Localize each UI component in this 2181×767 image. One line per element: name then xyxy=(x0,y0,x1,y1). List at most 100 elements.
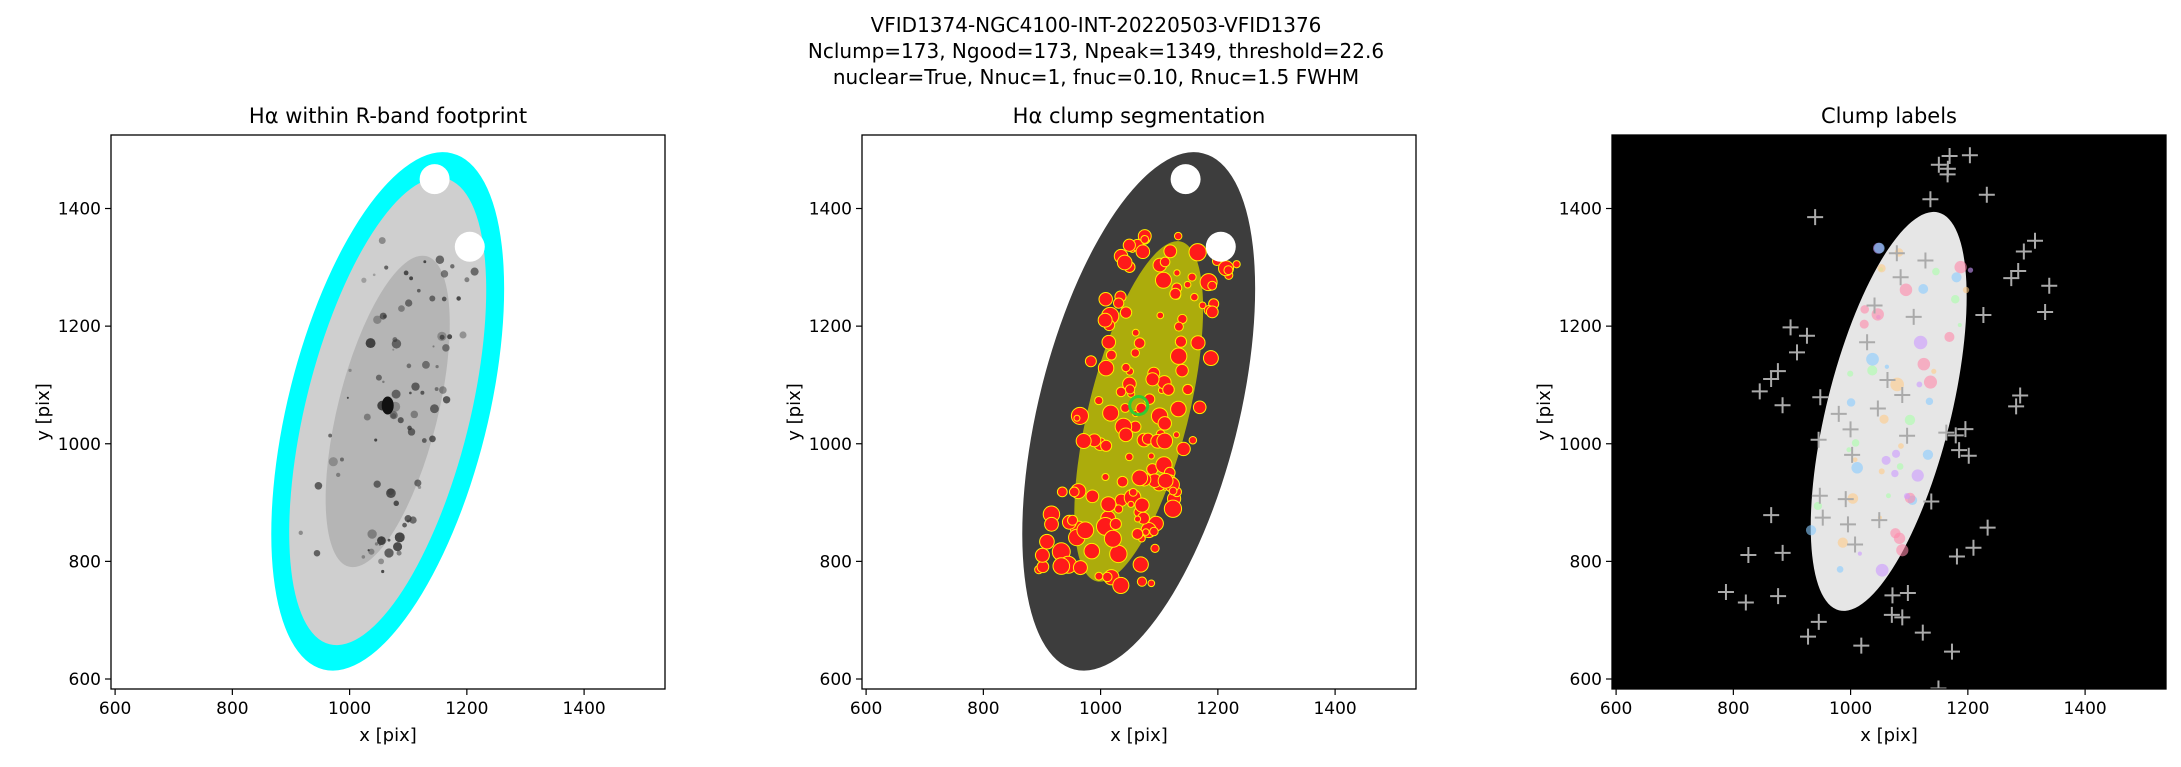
clump xyxy=(1147,452,1155,460)
label-blob xyxy=(1954,260,1967,274)
hii-region xyxy=(459,331,467,339)
clump xyxy=(1131,328,1140,337)
label-blob xyxy=(1857,551,1862,556)
label-blob xyxy=(1860,305,1870,314)
peak-marker xyxy=(1859,334,1876,351)
peak-marker xyxy=(1830,405,1847,422)
x-axis-label: x [pix] xyxy=(1110,725,1168,746)
peak-marker xyxy=(1879,371,1896,388)
peak-marker xyxy=(1812,389,1829,406)
hii-region xyxy=(411,382,420,391)
clump xyxy=(1198,301,1207,310)
peak-marker xyxy=(2037,303,2054,320)
hii-region xyxy=(450,264,455,269)
hii-region xyxy=(394,532,405,543)
x-tick-label: 800 xyxy=(1717,699,1749,719)
hii-region xyxy=(373,480,381,488)
hii-region xyxy=(348,368,352,372)
y-tick-label: 1000 xyxy=(809,435,852,455)
hii-region xyxy=(439,386,447,394)
clump xyxy=(1207,280,1218,291)
peak-marker xyxy=(1951,442,1968,459)
hii-region xyxy=(441,296,447,302)
x-tick-label: 600 xyxy=(1600,699,1632,719)
clump xyxy=(1103,529,1122,548)
peak-marker xyxy=(1894,386,1911,403)
clump xyxy=(1098,291,1113,307)
label-blob xyxy=(1891,449,1901,458)
peak-marker xyxy=(1961,147,1978,164)
peak-marker xyxy=(1789,344,1805,361)
clump xyxy=(1116,475,1129,488)
hii-region xyxy=(386,488,396,499)
y-tick-label: 1200 xyxy=(1559,317,1602,337)
axes-frame xyxy=(861,134,1417,690)
label-blob xyxy=(1866,352,1879,366)
clump xyxy=(1073,414,1081,422)
image-area xyxy=(1612,135,2166,689)
label-blob xyxy=(1967,267,1974,273)
label-blob xyxy=(1903,493,1911,500)
y-tick-label: 800 xyxy=(69,552,101,572)
label-blob xyxy=(1951,294,1960,304)
hii-region xyxy=(414,479,422,487)
peak-marker xyxy=(1923,493,1940,510)
peak-marker xyxy=(1939,166,1956,183)
hii-region xyxy=(434,387,439,391)
clump xyxy=(1102,404,1120,422)
clump xyxy=(1173,321,1184,332)
clump xyxy=(1070,406,1089,425)
label-blob xyxy=(1877,264,1886,273)
hii-region xyxy=(403,270,409,276)
x-tick-label: 1200 xyxy=(1196,699,1239,719)
clump xyxy=(1097,312,1113,328)
image-area xyxy=(271,152,505,671)
label-blob xyxy=(1962,286,1970,294)
hii-region xyxy=(367,529,377,539)
label-blob xyxy=(1874,242,1885,254)
label-blob xyxy=(1896,544,1909,557)
hii-region xyxy=(396,550,402,556)
label-blob xyxy=(1846,398,1856,407)
label-blob xyxy=(1852,457,1858,463)
peak-marker xyxy=(1869,400,1886,417)
hii-region xyxy=(393,500,399,507)
hii-region xyxy=(423,260,427,264)
hii-region xyxy=(407,428,416,436)
peak-marker xyxy=(1810,613,1827,630)
peak-marker xyxy=(1811,487,1828,504)
clump xyxy=(1168,486,1178,496)
axes-frame xyxy=(1611,134,2167,690)
hii-region xyxy=(404,515,412,523)
clump xyxy=(1094,571,1104,581)
label-blob xyxy=(1931,368,1937,374)
peak-marker xyxy=(1957,421,1974,438)
peak-marker xyxy=(1770,588,1787,605)
hii-region xyxy=(381,569,385,574)
y-tick-label: 1400 xyxy=(809,200,852,220)
clump xyxy=(1102,571,1113,583)
label-blob xyxy=(1885,493,1891,499)
hii-region xyxy=(409,276,414,281)
labels xyxy=(1810,211,1967,611)
suptitle: VFID1374-NGC4100-INT-20220503-VFID1376 xyxy=(871,13,1322,37)
hii-region xyxy=(398,305,405,312)
clump xyxy=(1131,528,1144,540)
peak-marker xyxy=(1883,606,1900,623)
clump xyxy=(1140,235,1150,244)
x-tick-label: 1200 xyxy=(1946,699,1989,719)
clump xyxy=(1094,395,1104,406)
hii-region xyxy=(405,299,413,307)
x-tick-label: 800 xyxy=(967,699,999,719)
hii-region xyxy=(328,433,333,438)
hii-region xyxy=(391,389,401,399)
clump xyxy=(1109,517,1122,531)
x-tick-label: 1400 xyxy=(2063,699,2106,719)
clump xyxy=(1052,557,1071,575)
clump xyxy=(1182,383,1194,396)
clump xyxy=(1162,383,1175,396)
clump xyxy=(1172,431,1180,439)
peak-marker xyxy=(1892,269,1909,286)
label-blob xyxy=(1846,447,1852,453)
hii-region xyxy=(393,542,403,552)
